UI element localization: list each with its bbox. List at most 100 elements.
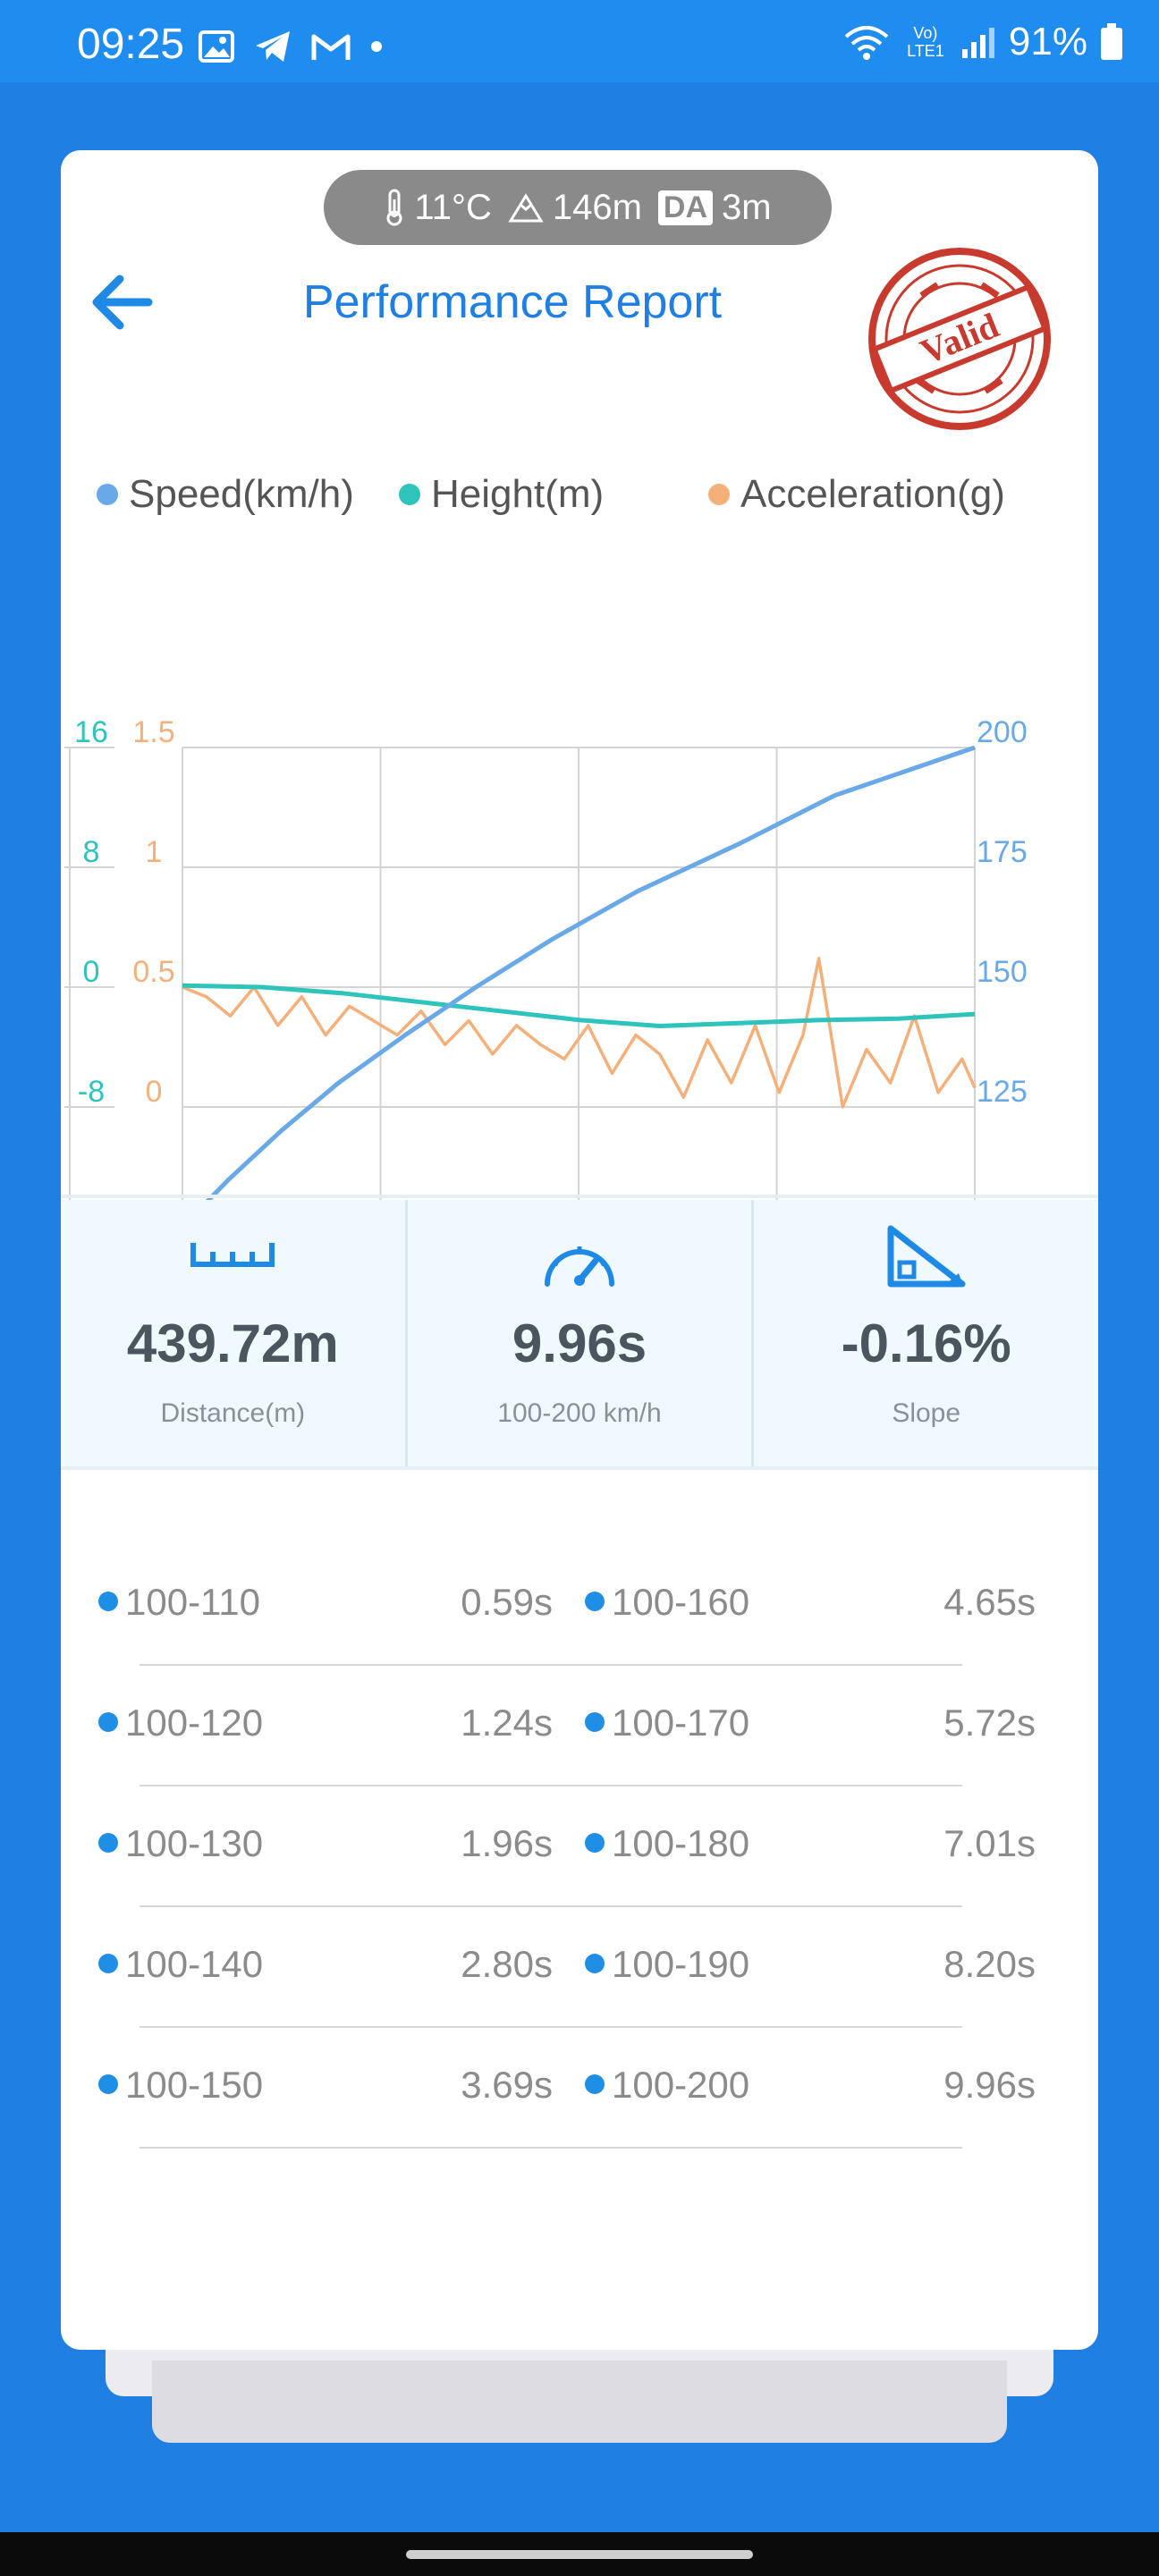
legend-dot xyxy=(399,484,420,505)
page-title: Performance Report xyxy=(302,276,723,328)
row-separator xyxy=(140,1785,962,1786)
divider xyxy=(61,1195,1098,1198)
stat-slope: -0.16% Slope xyxy=(754,1200,1098,1466)
split-name: 100-160 xyxy=(585,1581,749,1634)
stats-panel: 439.72m Distance(m) 9.96s 100-200 km/h -… xyxy=(61,1200,1098,1466)
bullet-icon xyxy=(585,1711,605,1732)
gallery-icon xyxy=(199,30,234,63)
row-separator xyxy=(140,2147,962,2149)
legend-speed: Speed(km/h) xyxy=(97,472,354,517)
split-name: 100-200 xyxy=(585,2064,749,2117)
speed-tick-label: 150 xyxy=(977,955,1028,989)
network-type: Vo) LTE1 xyxy=(907,24,944,60)
chart-legend: Speed(km/h) Height(m) Acceleration(g) xyxy=(97,472,1080,526)
legend-label: Speed(km/h) xyxy=(129,472,354,516)
row-separator xyxy=(140,1905,962,1907)
split-time: 1.96s xyxy=(461,1822,553,1864)
split-time: 7.01s xyxy=(943,1822,1036,1864)
legend-acceleration: Acceleration(g) xyxy=(708,472,1005,517)
stat-label: 100-200 km/h xyxy=(497,1398,662,1428)
stat-value: 9.96s xyxy=(512,1313,647,1373)
split-name: 100-110 xyxy=(98,1581,260,1634)
bullet-icon xyxy=(98,1591,118,1611)
stat-time: 9.96s 100-200 km/h xyxy=(408,1200,755,1466)
split-time: 0.59s xyxy=(461,1581,553,1623)
series-line-height xyxy=(182,983,976,1028)
stat-distance: 439.72m Distance(m) xyxy=(61,1200,408,1466)
split-name: 100-170 xyxy=(585,1702,749,1755)
home-gesture-handle[interactable] xyxy=(406,2550,753,2559)
split-time: 9.96s xyxy=(943,2064,1036,2106)
battery-percent: 91% xyxy=(1008,20,1087,63)
acceleration-tick-label: 1 xyxy=(146,835,163,869)
altitude-value: 146m xyxy=(552,187,642,227)
row-separator xyxy=(140,2026,962,2028)
slope-icon xyxy=(887,1225,966,1288)
speed-tick-label: 125 xyxy=(977,1075,1028,1109)
split-name: 100-120 xyxy=(98,1702,263,1755)
altitude: 146m xyxy=(508,188,642,228)
table-row: 100-150 3.69s 100-200 9.96s xyxy=(61,2028,1098,2149)
series-line-accel xyxy=(182,957,977,1109)
back-arrow-icon[interactable] xyxy=(80,266,166,338)
temperature-value: 11°C xyxy=(414,187,492,227)
report-card: 11°C 146m DA 3m Performance Report Valid… xyxy=(61,150,1098,2350)
split-times-table: 100-110 0.59s 100-160 4.65s 100-120 1.24… xyxy=(61,1545,1098,2149)
navigation-bar xyxy=(0,2532,1159,2576)
bullet-icon xyxy=(98,2073,118,2094)
split-time: 1.24s xyxy=(461,1702,553,1744)
stat-value: -0.16% xyxy=(841,1313,1011,1373)
table-row: 100-140 2.80s 100-190 8.20s xyxy=(61,1907,1098,2028)
series-line-speed xyxy=(181,745,976,1229)
height-tick-label: 16 xyxy=(74,715,108,749)
telegram-icon xyxy=(256,31,290,62)
bullet-icon xyxy=(98,1711,118,1732)
density-altitude-value: 3m xyxy=(722,187,772,227)
legend-label: Height(m) xyxy=(431,472,605,516)
split-name: 100-190 xyxy=(585,1943,749,1997)
height-tick-label: 8 xyxy=(83,835,100,869)
ruler-icon xyxy=(190,1243,275,1267)
mountain-icon xyxy=(508,193,544,223)
acceleration-tick-label: 0 xyxy=(146,1075,163,1109)
split-time: 5.72s xyxy=(943,1702,1036,1744)
speedometer-icon xyxy=(545,1246,614,1287)
split-time: 2.80s xyxy=(461,1943,553,1985)
system-icons: Vo) LTE1 91% xyxy=(842,20,1123,64)
legend-dot xyxy=(97,484,118,505)
split-name: 100-130 xyxy=(98,1822,263,1876)
acceleration-tick-label: 1.5 xyxy=(132,715,174,749)
bullet-icon xyxy=(98,1953,118,1973)
legend-label: Acceleration(g) xyxy=(740,472,1005,516)
legend-height: Height(m) xyxy=(399,472,604,517)
legend-dot xyxy=(708,484,730,505)
bullet-icon xyxy=(585,1832,605,1853)
weather-pill: 11°C 146m DA 3m xyxy=(324,170,832,245)
bullet-icon xyxy=(98,1832,118,1853)
battery-icon xyxy=(1101,23,1122,60)
signal-icon xyxy=(961,28,994,58)
split-time: 8.20s xyxy=(943,1943,1036,1985)
split-name: 100-150 xyxy=(98,2064,263,2117)
gmail-icon xyxy=(311,34,351,60)
split-name: 100-140 xyxy=(98,1943,263,1997)
height-tick-label: 0 xyxy=(83,955,100,989)
acceleration-tick-label: 0.5 xyxy=(132,955,174,989)
temperature: 11°C xyxy=(384,187,492,228)
bullet-icon xyxy=(585,1953,605,1973)
split-time: 4.65s xyxy=(943,1581,1036,1623)
valid-stamp: Valid xyxy=(868,248,1051,430)
split-time: 3.69s xyxy=(461,2064,553,2106)
divider xyxy=(61,1466,1098,1470)
table-row: 100-130 1.96s 100-180 7.01s xyxy=(61,1786,1098,1907)
bullet-icon xyxy=(585,1591,605,1611)
stat-label: Distance(m) xyxy=(160,1398,306,1428)
bullet-icon xyxy=(585,2073,605,2094)
stat-value: 439.72m xyxy=(126,1313,339,1373)
row-separator xyxy=(140,1664,962,1666)
split-name: 100-180 xyxy=(585,1822,749,1876)
dot-icon xyxy=(371,41,382,52)
status-time: 09:25 xyxy=(77,21,185,68)
da-badge: DA xyxy=(657,190,713,225)
